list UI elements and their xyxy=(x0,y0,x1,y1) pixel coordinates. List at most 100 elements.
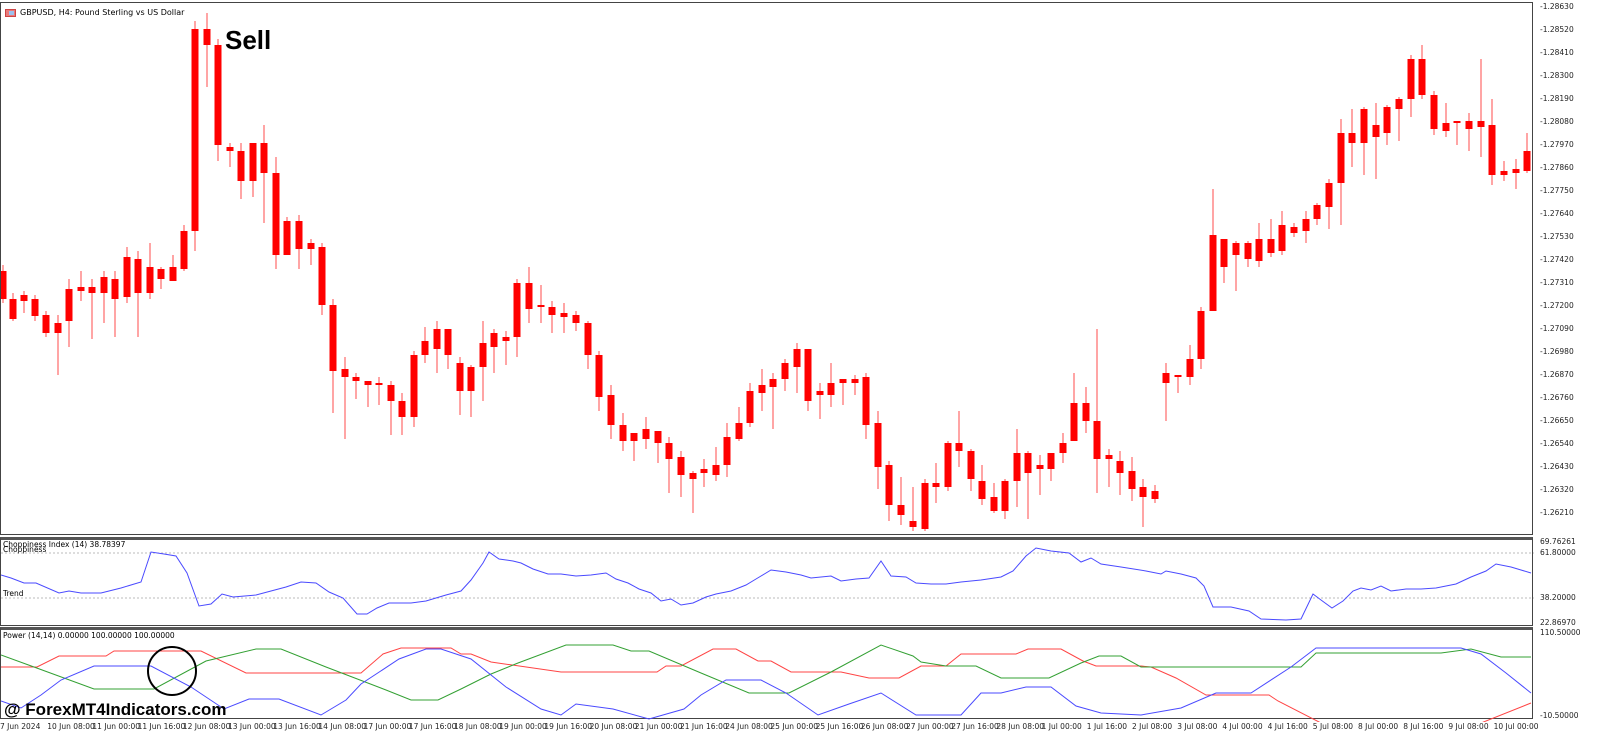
candle xyxy=(1082,387,1090,433)
candle xyxy=(746,383,754,427)
price-tick-label: -1.26320 xyxy=(1540,485,1574,494)
candle xyxy=(1430,91,1438,135)
power-indicator-panel[interactable]: Power (14,14) 0.00000 100.00000 100.0000… xyxy=(0,627,1534,722)
candle xyxy=(272,157,280,269)
choppiness-indicator-label: Choppiness Index (14) 38.78397 xyxy=(3,540,126,549)
candle xyxy=(1059,433,1067,463)
watermark: @ ForexMT4Indicators.com xyxy=(4,700,227,719)
candle xyxy=(1267,219,1275,257)
candle xyxy=(595,351,603,411)
time-tick-label: 14 Jun 08:00 xyxy=(318,722,367,731)
time-tick-label: 5 Jul 08:00 xyxy=(1312,722,1353,731)
candle xyxy=(77,271,85,301)
candle xyxy=(1093,329,1101,493)
candle xyxy=(191,21,199,251)
candle xyxy=(111,271,119,337)
power-line-blue xyxy=(1,647,1532,720)
time-tick-label: 13 Jun 00:00 xyxy=(228,722,276,731)
candle xyxy=(1105,449,1113,487)
chart-window-icon xyxy=(5,8,16,17)
price-tick-label: -1.27200 xyxy=(1540,301,1574,310)
candle xyxy=(295,215,303,269)
price-tick-label: -1.26430 xyxy=(1540,462,1574,471)
candle xyxy=(237,143,245,199)
candle xyxy=(955,411,963,467)
price-tick-label: -1.27420 xyxy=(1540,255,1574,264)
candle xyxy=(1348,109,1356,167)
candle xyxy=(689,471,697,513)
time-tick-label: 18 Jun 08:00 xyxy=(454,722,502,731)
crossover-highlight-circle xyxy=(147,646,197,696)
candle xyxy=(364,381,372,407)
price-tick-label: -1.27640 xyxy=(1540,209,1574,218)
time-tick-label: 13 Jun 16:00 xyxy=(273,722,321,731)
candle xyxy=(1036,455,1044,495)
candle xyxy=(1047,453,1055,481)
candle xyxy=(1244,241,1252,267)
time-tick-label: 10 Jun 08:00 xyxy=(47,722,95,731)
candle xyxy=(793,343,801,393)
candle xyxy=(352,373,360,399)
time-tick-label: 11 Jun 16:00 xyxy=(137,722,186,731)
time-tick-label: 20 Jun 08:00 xyxy=(589,722,638,731)
candle xyxy=(1418,45,1426,99)
choppiness-index-panel[interactable]: Choppiness Index (14) 38.78397 Choppines… xyxy=(0,537,1534,629)
time-tick-label: 4 Jul 16:00 xyxy=(1267,722,1308,731)
price-tick-label: -1.28410 xyxy=(1540,48,1574,57)
price-tick-label: -1.26210 xyxy=(1540,508,1574,517)
price-tick-label: -1.28630 xyxy=(1540,2,1574,11)
candle xyxy=(1313,203,1321,225)
candle xyxy=(874,411,882,489)
candle xyxy=(1186,345,1194,385)
candle xyxy=(921,479,929,531)
candle xyxy=(20,291,28,313)
candle xyxy=(1488,99,1496,185)
time-tick-label: 9 Jul 08:00 xyxy=(1448,722,1489,731)
chop-axis-level-low: 38.20000 xyxy=(1540,593,1576,602)
candle xyxy=(642,417,650,449)
price-tick-label: -1.27090 xyxy=(1540,324,1574,333)
price-tick-label: -1.26540 xyxy=(1540,439,1574,448)
candle xyxy=(897,477,905,525)
time-tick-label: 1 Jul 16:00 xyxy=(1086,722,1127,731)
candle xyxy=(42,311,50,337)
candle xyxy=(1453,121,1461,145)
choppiness-line-chart[interactable] xyxy=(1,540,1534,629)
candle xyxy=(665,437,673,493)
candle xyxy=(1395,97,1403,141)
candle xyxy=(1070,373,1078,441)
candle xyxy=(9,293,17,321)
candle xyxy=(1407,55,1415,117)
candle xyxy=(260,125,268,223)
time-tick-label: 3 Jul 08:00 xyxy=(1177,722,1218,731)
candle xyxy=(885,461,893,521)
candle xyxy=(1209,189,1217,311)
candle xyxy=(700,459,708,487)
time-tick-label: 8 Jul 00:00 xyxy=(1358,722,1399,731)
candle xyxy=(387,381,395,435)
time-tick-label: 11 Jun 00:00 xyxy=(92,722,141,731)
chart-title-text: GBPUSD, H4: Pound Sterling vs US Dollar xyxy=(20,8,185,17)
candle xyxy=(677,451,685,497)
candle xyxy=(967,449,975,491)
time-tick-label: 27 Jun 16:00 xyxy=(951,722,999,731)
candle xyxy=(283,217,291,255)
chop-axis-min: 22.86970 xyxy=(1540,618,1576,627)
chart-title: GBPUSD, H4: Pound Sterling vs US Dollar xyxy=(5,8,184,17)
candle xyxy=(781,359,789,391)
candle xyxy=(65,279,73,347)
power-indicator-label: Power (14,14) 0.00000 100.00000 100.0000… xyxy=(3,631,178,640)
candlestick-chart[interactable] xyxy=(1,3,1534,536)
candle xyxy=(1001,479,1009,519)
chop-axis-max: 69.76261 xyxy=(1540,537,1576,546)
price-tick-label: -1.27860 xyxy=(1540,163,1574,172)
time-tick-label: 10 Jul 00:00 xyxy=(1493,722,1539,731)
price-tick-label: -1.27530 xyxy=(1540,232,1574,241)
candle xyxy=(226,143,234,167)
candle xyxy=(1302,211,1310,243)
price-chart-panel[interactable]: GBPUSD, H4: Pound Sterling vs US Dollar … xyxy=(0,2,1533,535)
power-line-chart[interactable] xyxy=(1,630,1534,722)
candle xyxy=(630,433,638,461)
candle xyxy=(180,225,188,271)
